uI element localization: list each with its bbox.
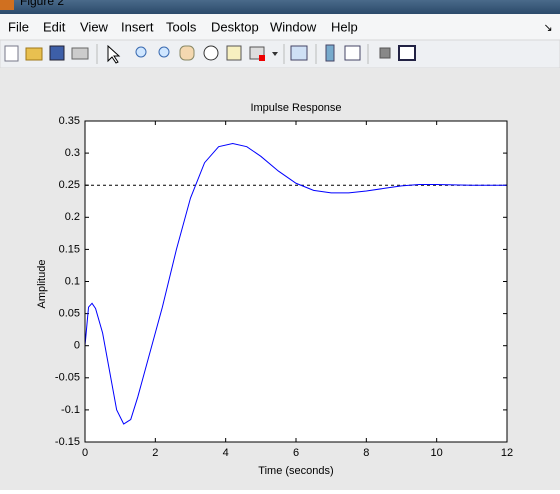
toolbar bbox=[0, 39, 560, 69]
y-tick-label: -0.05 bbox=[55, 372, 80, 384]
x-tick-label: 6 bbox=[293, 447, 299, 459]
zoom-in-icon[interactable] bbox=[135, 46, 147, 58]
show-tools-icon[interactable] bbox=[398, 45, 416, 61]
x-tick-label: 0 bbox=[82, 447, 88, 459]
new-icon[interactable] bbox=[4, 45, 19, 62]
x-tick-label: 10 bbox=[431, 447, 443, 459]
menu-item[interactable]: File bbox=[8, 19, 29, 34]
menu-bar bbox=[0, 14, 560, 40]
rotate-icon[interactable] bbox=[203, 45, 219, 61]
toolbar-icons bbox=[4, 44, 416, 64]
y-tick-label: 0.05 bbox=[59, 308, 80, 320]
menu-item[interactable]: Desktop bbox=[211, 19, 259, 34]
y-tick-label: -0.15 bbox=[55, 436, 80, 448]
save-icon[interactable] bbox=[49, 45, 65, 61]
link-icon[interactable] bbox=[290, 45, 308, 61]
menu-item[interactable]: Window bbox=[270, 19, 317, 34]
colorbar-icon[interactable] bbox=[325, 44, 335, 62]
window-title: Figure 2 bbox=[20, 0, 64, 8]
x-tick-label: 12 bbox=[501, 447, 513, 459]
y-tick-label: 0.3 bbox=[65, 147, 80, 159]
y-tick-label: -0.1 bbox=[61, 404, 80, 416]
menu-item[interactable]: Insert bbox=[121, 19, 154, 34]
response-line bbox=[84, 142, 507, 425]
x-tick-label: 2 bbox=[152, 447, 158, 459]
axes-box bbox=[84, 120, 508, 443]
hide-tools-icon[interactable] bbox=[379, 47, 391, 59]
x-axis-label: Time (seconds) bbox=[258, 465, 333, 477]
menu-item[interactable]: View bbox=[80, 19, 109, 34]
y-tick-label: 0.2 bbox=[65, 211, 80, 223]
title-bar bbox=[0, 0, 560, 14]
dock-button[interactable]: ↘ bbox=[543, 21, 552, 34]
menu-item[interactable]: Edit bbox=[43, 19, 66, 34]
brush-menu[interactable] bbox=[272, 52, 278, 56]
open-icon[interactable] bbox=[25, 47, 43, 61]
menu-item[interactable]: Help bbox=[331, 19, 358, 34]
x-tick-label: 8 bbox=[363, 447, 369, 459]
y-tick-label: 0.35 bbox=[59, 115, 80, 127]
y-tick-label: 0.25 bbox=[59, 179, 80, 191]
x-tick-label: 4 bbox=[223, 447, 229, 459]
pan-icon[interactable] bbox=[179, 45, 195, 61]
y-tick-label: 0.1 bbox=[65, 275, 80, 287]
data-cursor-icon[interactable] bbox=[226, 45, 242, 61]
y-tick-label: 0 bbox=[74, 340, 80, 352]
y-axis-label: Amplitude bbox=[36, 260, 48, 309]
y-tick-label: 0.15 bbox=[59, 243, 80, 255]
zoom-out-icon[interactable] bbox=[158, 46, 170, 58]
chart-title: Impulse Response bbox=[250, 102, 341, 114]
print-icon[interactable] bbox=[71, 47, 89, 60]
axes-background bbox=[85, 121, 507, 442]
legend-icon[interactable] bbox=[344, 45, 361, 61]
pointer-icon[interactable] bbox=[107, 44, 121, 64]
app-icon bbox=[0, 0, 14, 10]
menu-item[interactable]: Tools bbox=[166, 19, 197, 34]
brush-color[interactable] bbox=[259, 55, 265, 61]
